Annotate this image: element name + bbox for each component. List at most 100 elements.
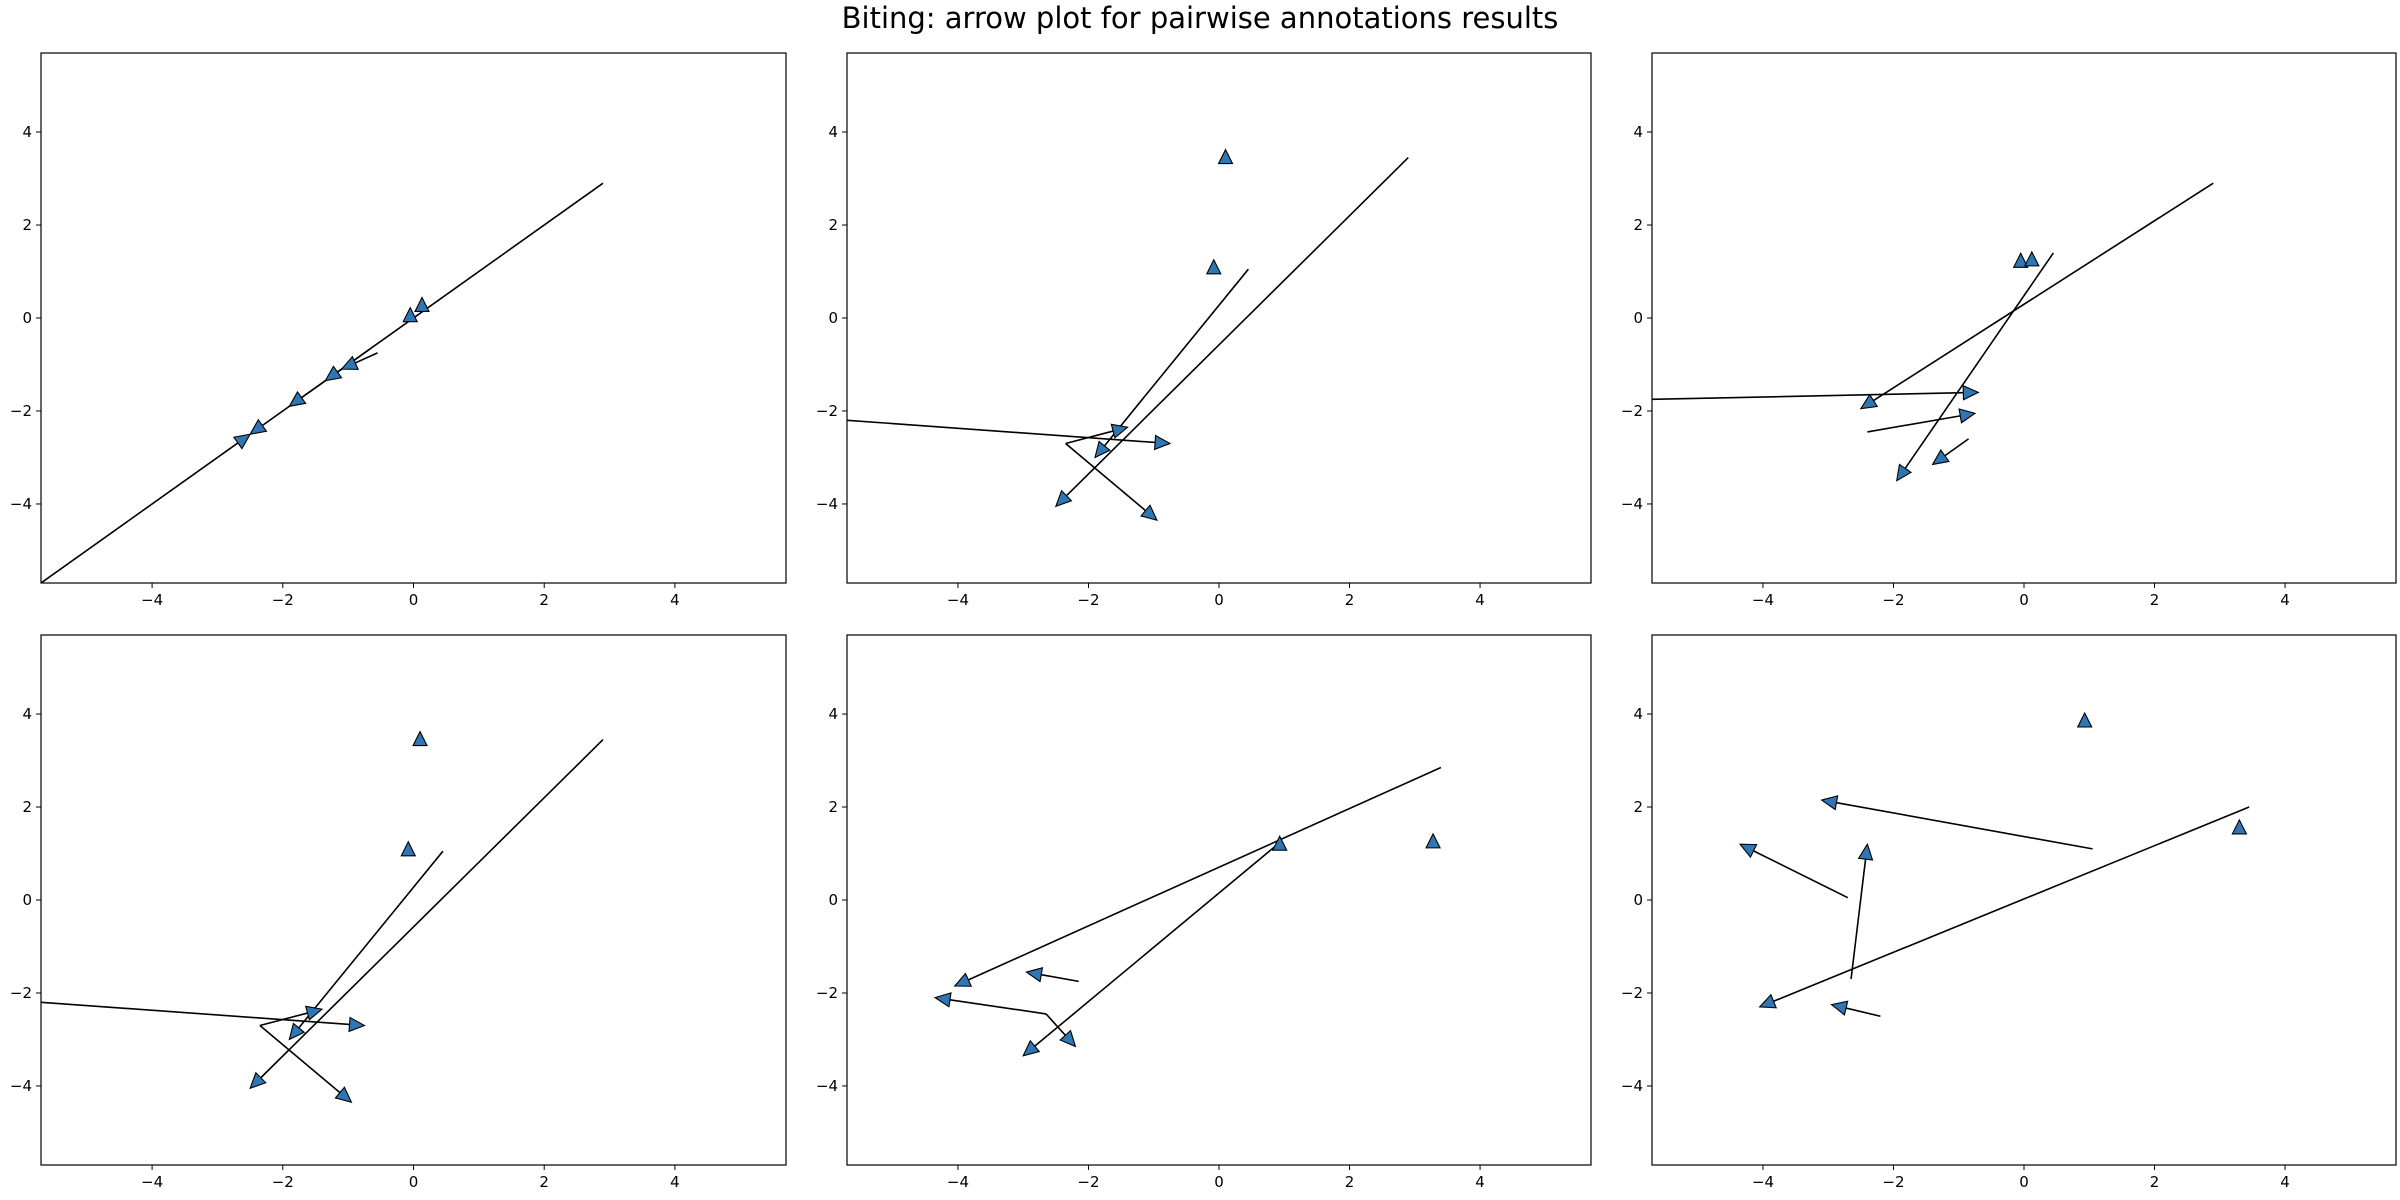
y-tick-label: 2 — [1633, 216, 1643, 234]
y-tick-label: −2 — [1621, 402, 1643, 420]
x-tick-label: −2 — [1882, 591, 1904, 609]
arrow-shaft — [1944, 438, 1969, 457]
y-tick-label: −4 — [816, 495, 838, 513]
arrow-shaft — [1904, 252, 2055, 469]
arrow-head — [1830, 1000, 1849, 1016]
y-tick-label: 2 — [828, 216, 838, 234]
x-tick-label: 4 — [2280, 1173, 2290, 1191]
arrow-head — [1022, 1039, 1041, 1057]
x-tick-label: −2 — [1882, 1173, 1904, 1191]
y-tick-label: 2 — [828, 798, 838, 816]
arrow-shaft — [1867, 415, 1961, 433]
axes-frame — [1651, 52, 2397, 584]
arrow-shaft — [968, 766, 1442, 981]
y-tick-label: 4 — [1633, 123, 1643, 141]
arrow-head — [953, 972, 973, 987]
arrow-layer — [1652, 182, 2214, 482]
arrow-head — [324, 365, 343, 382]
x-tick-label: −2 — [272, 1173, 294, 1191]
y-tick-label: 0 — [22, 891, 32, 909]
triangle-marker — [2023, 250, 2040, 267]
arrow-shaft — [41, 1001, 350, 1026]
axes-frame — [40, 52, 787, 584]
triangle-marker — [402, 306, 419, 323]
axes-frame — [40, 634, 787, 1166]
subplot-2: −4 −2 0 2 4 −4 −2 0 2 4 — [816, 52, 1592, 609]
y-tick-label: 4 — [1633, 705, 1643, 723]
arrow-head — [1110, 423, 1129, 439]
x-tick-label: 4 — [1475, 591, 1485, 609]
triangle-marker — [1425, 832, 1441, 849]
triangle-marker — [1271, 834, 1288, 851]
y-tick-label: −4 — [1621, 495, 1643, 513]
arrow-head — [1758, 993, 1778, 1009]
x-tick-label: −2 — [272, 591, 294, 609]
y-tick-label: 4 — [828, 705, 838, 723]
y-tick-label: −4 — [10, 1077, 32, 1095]
arrow-head — [1059, 1029, 1077, 1048]
x-tick-label: −4 — [141, 591, 163, 609]
x-tick-label: 4 — [670, 1173, 680, 1191]
y-tick-label: 2 — [22, 798, 32, 816]
x-tick-label: 2 — [539, 591, 549, 609]
arrow-head — [348, 1016, 366, 1033]
arrow-head — [1140, 504, 1158, 522]
arrow-shaft — [1836, 801, 2093, 850]
triangle-marker — [1217, 148, 1234, 165]
x-tick-label: 0 — [409, 591, 419, 609]
triangle-marker — [2012, 252, 2029, 268]
arrow-head — [304, 1005, 324, 1021]
arrow-head — [1857, 842, 1874, 861]
arrow-layer — [847, 148, 1409, 522]
arrow-head — [340, 355, 360, 370]
x-tick-label: 2 — [539, 1173, 549, 1191]
y-tick-label: 0 — [22, 309, 32, 327]
arrow-head — [1153, 434, 1172, 451]
subplot-6: −4 −2 0 2 4 −4 −2 0 2 4 — [1621, 634, 2397, 1191]
arrow-head — [1025, 967, 1044, 983]
arrow-shaft — [1753, 850, 1849, 899]
x-tick-label: −2 — [1077, 591, 1099, 609]
arrow-shaft — [259, 1024, 341, 1094]
x-tick-label: 2 — [2150, 591, 2160, 609]
arrow-shaft — [949, 999, 1047, 1015]
subplot-1: −4 −2 0 2 4 −4 −2 0 2 4 — [10, 52, 787, 609]
arrow-shaft — [41, 442, 239, 583]
x-tick-label: 4 — [2280, 591, 2290, 609]
y-tick-label: −4 — [10, 495, 32, 513]
x-tick-label: −4 — [947, 591, 969, 609]
arrow-shaft — [1065, 157, 1409, 497]
subplot-4: −4 −2 0 2 4 −4 −2 0 2 4 — [10, 634, 787, 1191]
arrow-head — [249, 418, 268, 435]
arrow-layer — [41, 182, 604, 583]
x-tick-label: 4 — [1475, 1173, 1485, 1191]
arrow-head — [288, 1022, 306, 1041]
arrow-head — [1820, 795, 1839, 811]
arrow-head — [1859, 393, 1879, 410]
arrow-head — [1962, 384, 1980, 401]
arrow-shaft — [1034, 843, 1279, 1047]
x-tick-label: 2 — [1345, 591, 1355, 609]
x-tick-label: 0 — [1214, 1173, 1224, 1191]
x-tick-label: 0 — [2019, 1173, 2029, 1191]
x-tick-label: −4 — [1752, 591, 1774, 609]
y-tick-label: −2 — [10, 984, 32, 1002]
arrow-shaft — [847, 419, 1156, 444]
y-tick-label: 4 — [22, 123, 32, 141]
y-tick-label: 4 — [828, 123, 838, 141]
y-tick-label: −4 — [816, 1077, 838, 1095]
x-tick-label: −4 — [141, 1173, 163, 1191]
x-tick-label: 0 — [409, 1173, 419, 1191]
subplot-3: −4 −2 0 2 4 −4 −2 0 2 4 — [1621, 52, 2397, 609]
arrow-head — [1895, 463, 1913, 482]
arrow-head — [1738, 843, 1758, 859]
triangle-marker — [412, 730, 428, 747]
arrow-shaft — [354, 352, 378, 364]
arrow-layer — [41, 730, 604, 1104]
arrow-head — [933, 992, 952, 1008]
arrow-shaft — [1103, 268, 1249, 447]
y-tick-label: −2 — [816, 402, 838, 420]
y-tick-label: 2 — [1633, 798, 1643, 816]
arrow-shaft — [1065, 430, 1114, 445]
